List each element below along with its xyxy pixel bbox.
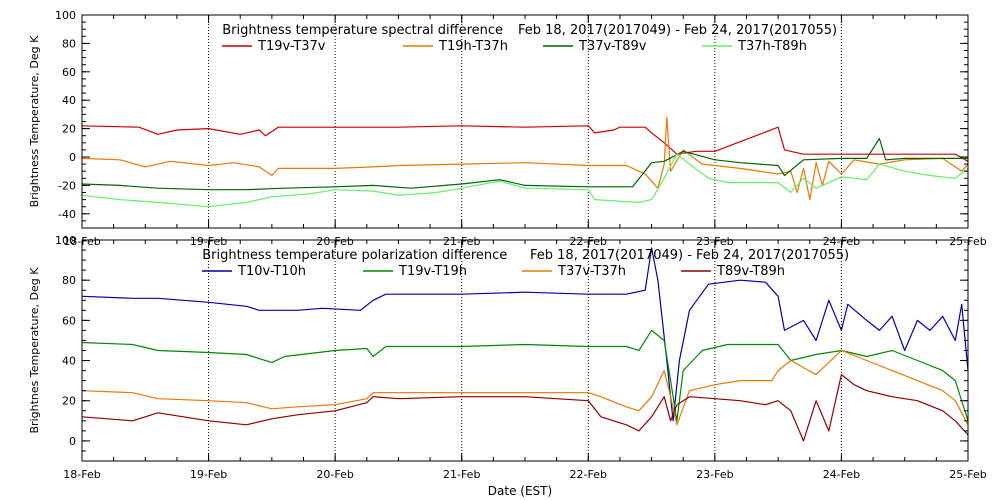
x-tick-label: 19-Feb: [190, 468, 227, 481]
series-line-t37v-t89v: [81, 137, 968, 191]
y-tick-label: 40: [62, 355, 76, 368]
y-axis-label: Brightnes Temperature, Deg K: [28, 267, 41, 434]
y-tick-label: 0: [69, 151, 76, 164]
series-line-t37h-t89h: [81, 153, 969, 208]
x-tick-label: 23-Feb: [696, 468, 733, 481]
y-tick-label: 80: [62, 37, 76, 50]
y-tick-label: 60: [62, 66, 76, 79]
y-tick-label: 40: [62, 94, 76, 107]
series-line-t10v-t10h: [81, 247, 969, 422]
x-tick-label: 21-Feb: [443, 468, 480, 481]
y-tick-label: -20: [58, 179, 76, 192]
y-tick-label: 100: [55, 234, 76, 247]
series-line-t19v-t19h: [81, 329, 969, 422]
chart-date-range: Feb 18, 2017(2017049) - Feb 24, 2017(201…: [518, 23, 837, 38]
plot-frame: [81, 239, 969, 462]
legend-label: T19h-T37h: [438, 39, 508, 54]
x-tick-label: 22-Feb: [570, 468, 607, 481]
y-tick-label: 80: [62, 274, 76, 287]
legend-label: T37v-T89v: [578, 39, 647, 54]
chart-title: Brightness temperature polarization diff…: [202, 248, 507, 263]
legend-label: T37v-T37h: [557, 264, 626, 279]
y-tick-label: -40: [58, 208, 76, 221]
x-axis-label: Date (EST): [488, 484, 552, 498]
legend-label: T19v-T37v: [257, 39, 326, 54]
x-tick-label: 18-Feb: [63, 468, 100, 481]
x-tick-label: 25-Feb: [949, 468, 986, 481]
legend-label: T10v-T10h: [237, 264, 306, 279]
y-axis-label: Brightness Temperature, Deg K: [28, 35, 41, 207]
x-tick-label: 20-Feb: [316, 468, 353, 481]
y-tick-label: 60: [62, 314, 76, 327]
x-tick-label: 24-Feb: [823, 468, 860, 481]
series-line-t37v-t37h: [81, 349, 969, 426]
y-tick-label: 0: [69, 435, 76, 448]
legend-label: T37h-T89h: [737, 39, 807, 54]
legend-label: T89v-T89h: [716, 264, 785, 279]
series-line-t89v-t89h: [81, 374, 969, 442]
series-line-t19h-t37h: [81, 116, 969, 201]
chart-date-range: Feb 18, 2017(2017049) - Feb 24, 2017(201…: [530, 248, 849, 263]
y-tick-label: 100: [55, 9, 76, 22]
chart-title: Brightness temperature spectral differen…: [222, 23, 503, 38]
y-tick-label: 20: [62, 123, 76, 136]
y-tick-label: 20: [62, 395, 76, 408]
series-line-t19v-t37v: [81, 125, 969, 162]
legend-label: T19v-T19h: [398, 264, 467, 279]
plot-frame: [81, 14, 969, 229]
polarization-difference-panel: 0 20 40 60 80 100 18-Feb 19-Feb 20-Feb 21-Feb 22-F…: [28, 234, 987, 481]
